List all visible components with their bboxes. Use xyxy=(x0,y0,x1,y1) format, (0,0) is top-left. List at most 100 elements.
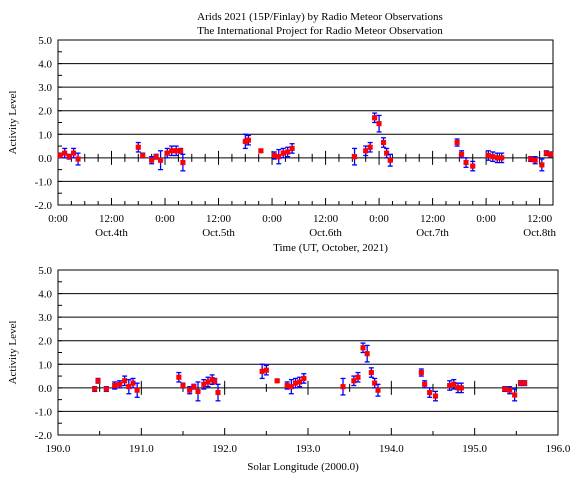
data-point xyxy=(355,374,361,380)
y-tick-label: 2.0 xyxy=(38,336,52,348)
y-axis-title: Activity Level xyxy=(7,321,19,385)
data-point xyxy=(173,148,179,154)
data-point xyxy=(418,369,424,376)
data-point xyxy=(258,148,264,154)
data-point xyxy=(490,154,496,160)
data-point xyxy=(458,385,464,391)
data-point xyxy=(494,155,500,161)
data-point xyxy=(427,390,433,396)
data-point xyxy=(364,351,370,357)
data-point xyxy=(169,148,175,154)
x-tick-label: 0:00 xyxy=(369,213,389,225)
data-point xyxy=(539,162,545,168)
y-tick-label: 2.0 xyxy=(38,106,52,118)
y-tick-label: 1.0 xyxy=(38,129,52,141)
data-point xyxy=(178,148,184,154)
data-point xyxy=(176,374,182,380)
data-point xyxy=(215,390,221,396)
data-point xyxy=(289,145,295,151)
data-point xyxy=(372,115,378,121)
y-axis-title: Activity Level xyxy=(7,91,19,155)
y-tick-label: 0.0 xyxy=(38,383,52,395)
y-tick-label: 3.0 xyxy=(38,312,52,324)
data-point xyxy=(71,150,77,156)
y-tick-label: -1.0 xyxy=(35,176,53,188)
data-point xyxy=(195,388,201,394)
day-label: Oct.6th xyxy=(309,227,342,239)
plot-frame xyxy=(57,39,554,206)
data-point xyxy=(384,150,390,156)
y-tick-label: -2.0 xyxy=(35,430,53,442)
data-point xyxy=(205,379,211,385)
x-axis-title: Solar Longitude (2000.0) xyxy=(247,461,359,473)
data-point xyxy=(368,369,374,376)
x-tick-label: 196.0 xyxy=(546,443,571,455)
data-point xyxy=(103,386,109,392)
top-panel: -2.0 -1.0 0.0 1.0 2.0 3.0 4.0 5.0 Activity Level… xyxy=(7,35,556,254)
x-tick-label: 0:00 xyxy=(476,213,496,225)
data-point xyxy=(376,121,382,127)
data-point xyxy=(271,152,277,159)
data-point xyxy=(130,380,136,386)
data-point xyxy=(280,150,286,156)
data-point xyxy=(135,144,141,150)
data-point xyxy=(292,380,299,386)
bottom-panel: -2.0 -1.0 0.0 1.0 2.0 3.0 4.0 5.0 Activity Level… xyxy=(7,265,571,473)
data-point xyxy=(507,387,513,393)
data-point xyxy=(288,384,294,390)
y-tick-label: 4.0 xyxy=(38,59,52,71)
x-tick-label: 194.0 xyxy=(379,443,404,455)
data-point xyxy=(164,150,170,156)
y-tick-label: -1.0 xyxy=(35,406,53,418)
x-tick-label: 193.0 xyxy=(296,443,321,455)
x-tick-label: 12:00 xyxy=(313,213,339,225)
data-point xyxy=(57,152,63,159)
x-tick-label: 12:00 xyxy=(420,213,446,225)
data-point xyxy=(422,381,428,387)
data-point xyxy=(499,155,505,161)
data-point xyxy=(187,387,193,393)
x-tick-label: 195.0 xyxy=(462,443,487,455)
y-tick-label: 5.0 xyxy=(38,265,52,277)
y-tick-label: 5.0 xyxy=(38,35,52,47)
y-tick-label: 1.0 xyxy=(38,359,52,371)
data-point xyxy=(447,382,453,389)
day-label: Oct.5th xyxy=(202,227,235,239)
data-point xyxy=(112,382,118,389)
data-point xyxy=(543,150,549,156)
data-point xyxy=(351,378,357,384)
data-point xyxy=(340,384,346,390)
data-point xyxy=(66,154,72,160)
data-point xyxy=(245,137,251,143)
data-point xyxy=(454,139,460,146)
data-point xyxy=(451,381,457,387)
data-point xyxy=(259,368,265,374)
data-point xyxy=(201,381,207,387)
x-tick-label: 12:00 xyxy=(527,213,553,225)
data-point xyxy=(297,379,303,385)
data-point xyxy=(485,152,491,159)
data-point xyxy=(360,345,366,351)
x-axis-title: Time (UT, October, 2021) xyxy=(273,242,388,254)
data-point xyxy=(180,382,186,389)
data-point xyxy=(92,386,98,392)
x-tick-label: 190.0 xyxy=(46,443,71,455)
y-tick-label: 3.0 xyxy=(38,82,52,94)
x-tick-label: 191.0 xyxy=(129,443,154,455)
data-point xyxy=(372,380,378,386)
data-point xyxy=(548,151,554,157)
data-point xyxy=(122,378,128,384)
data-point xyxy=(263,367,269,373)
data-point xyxy=(432,393,439,399)
data-point xyxy=(528,156,534,162)
y-tick-label: -2.0 xyxy=(35,200,53,212)
data-point xyxy=(274,378,280,384)
data-point xyxy=(352,154,358,160)
data-point xyxy=(180,160,186,166)
data-point xyxy=(75,156,81,162)
x-tick-label: 0:00 xyxy=(262,213,282,225)
data-point xyxy=(62,150,68,156)
data-point xyxy=(276,154,282,160)
data-point xyxy=(363,148,369,154)
